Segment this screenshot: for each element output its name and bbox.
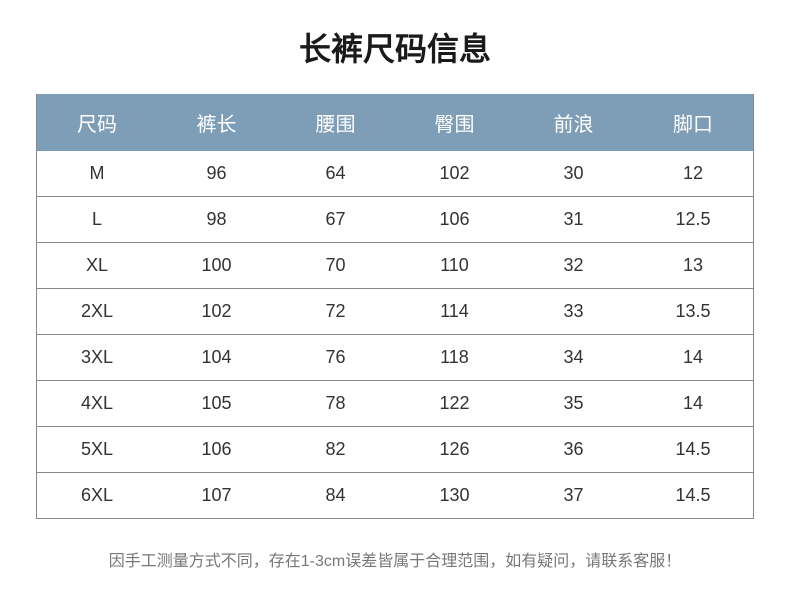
table-cell: 70 bbox=[276, 243, 395, 289]
table-cell: 14 bbox=[633, 381, 754, 427]
table-cell: 14.5 bbox=[633, 427, 754, 473]
table-cell: 76 bbox=[276, 335, 395, 381]
table-cell: XL bbox=[37, 243, 157, 289]
table-row: 4XL105781223514 bbox=[37, 381, 754, 427]
table-cell: 36 bbox=[514, 427, 633, 473]
table-cell: 114 bbox=[395, 289, 514, 335]
table-cell: 104 bbox=[157, 335, 276, 381]
table-row: 3XL104761183414 bbox=[37, 335, 754, 381]
header-cell: 臀围 bbox=[395, 94, 514, 151]
table-cell: L bbox=[37, 197, 157, 243]
table-row: 2XL102721143313.5 bbox=[37, 289, 754, 335]
table-cell: 32 bbox=[514, 243, 633, 289]
table-row: 5XL106821263614.5 bbox=[37, 427, 754, 473]
table-cell: 30 bbox=[514, 151, 633, 197]
table-cell: 12 bbox=[633, 151, 754, 197]
header-cell: 尺码 bbox=[37, 94, 157, 151]
table-cell: 102 bbox=[395, 151, 514, 197]
table-cell: 33 bbox=[514, 289, 633, 335]
table-cell: 64 bbox=[276, 151, 395, 197]
header-cell: 前浪 bbox=[514, 94, 633, 151]
table-row: 6XL107841303714.5 bbox=[37, 473, 754, 519]
table-cell: 13.5 bbox=[633, 289, 754, 335]
size-chart-container: 长裤尺码信息 尺码裤长腰围臀围前浪脚口 M96641023012L9867106… bbox=[0, 0, 790, 591]
table-cell: 6XL bbox=[37, 473, 157, 519]
table-cell: 106 bbox=[395, 197, 514, 243]
page-title: 长裤尺码信息 bbox=[36, 24, 754, 70]
table-cell: 14 bbox=[633, 335, 754, 381]
footer-note: 因手工测量方式不同，存在1-3cm误差皆属于合理范围，如有疑问，请联系客服！ bbox=[36, 547, 754, 571]
table-cell: 2XL bbox=[37, 289, 157, 335]
table-cell: 106 bbox=[157, 427, 276, 473]
table-cell: 12.5 bbox=[633, 197, 754, 243]
table-cell: 78 bbox=[276, 381, 395, 427]
size-table: 尺码裤长腰围臀围前浪脚口 M96641023012L98671063112.5X… bbox=[36, 94, 754, 519]
table-cell: 107 bbox=[157, 473, 276, 519]
table-cell: 5XL bbox=[37, 427, 157, 473]
header-cell: 裤长 bbox=[157, 94, 276, 151]
table-cell: 14.5 bbox=[633, 473, 754, 519]
table-cell: 130 bbox=[395, 473, 514, 519]
table-row: M96641023012 bbox=[37, 151, 754, 197]
table-body: M96641023012L98671063112.5XL100701103213… bbox=[37, 151, 754, 519]
table-cell: 35 bbox=[514, 381, 633, 427]
table-cell: 72 bbox=[276, 289, 395, 335]
table-cell: 126 bbox=[395, 427, 514, 473]
table-cell: 82 bbox=[276, 427, 395, 473]
table-header: 尺码裤长腰围臀围前浪脚口 bbox=[37, 94, 754, 151]
table-cell: 84 bbox=[276, 473, 395, 519]
header-cell: 脚口 bbox=[633, 94, 754, 151]
table-cell: 100 bbox=[157, 243, 276, 289]
table-cell: 4XL bbox=[37, 381, 157, 427]
table-row: L98671063112.5 bbox=[37, 197, 754, 243]
header-cell: 腰围 bbox=[276, 94, 395, 151]
header-row: 尺码裤长腰围臀围前浪脚口 bbox=[37, 94, 754, 151]
table-cell: 96 bbox=[157, 151, 276, 197]
table-cell: M bbox=[37, 151, 157, 197]
table-cell: 13 bbox=[633, 243, 754, 289]
table-cell: 34 bbox=[514, 335, 633, 381]
table-row: XL100701103213 bbox=[37, 243, 754, 289]
table-cell: 122 bbox=[395, 381, 514, 427]
table-cell: 102 bbox=[157, 289, 276, 335]
table-cell: 110 bbox=[395, 243, 514, 289]
table-cell: 67 bbox=[276, 197, 395, 243]
table-cell: 118 bbox=[395, 335, 514, 381]
table-cell: 31 bbox=[514, 197, 633, 243]
table-cell: 98 bbox=[157, 197, 276, 243]
table-cell: 37 bbox=[514, 473, 633, 519]
table-cell: 105 bbox=[157, 381, 276, 427]
table-cell: 3XL bbox=[37, 335, 157, 381]
